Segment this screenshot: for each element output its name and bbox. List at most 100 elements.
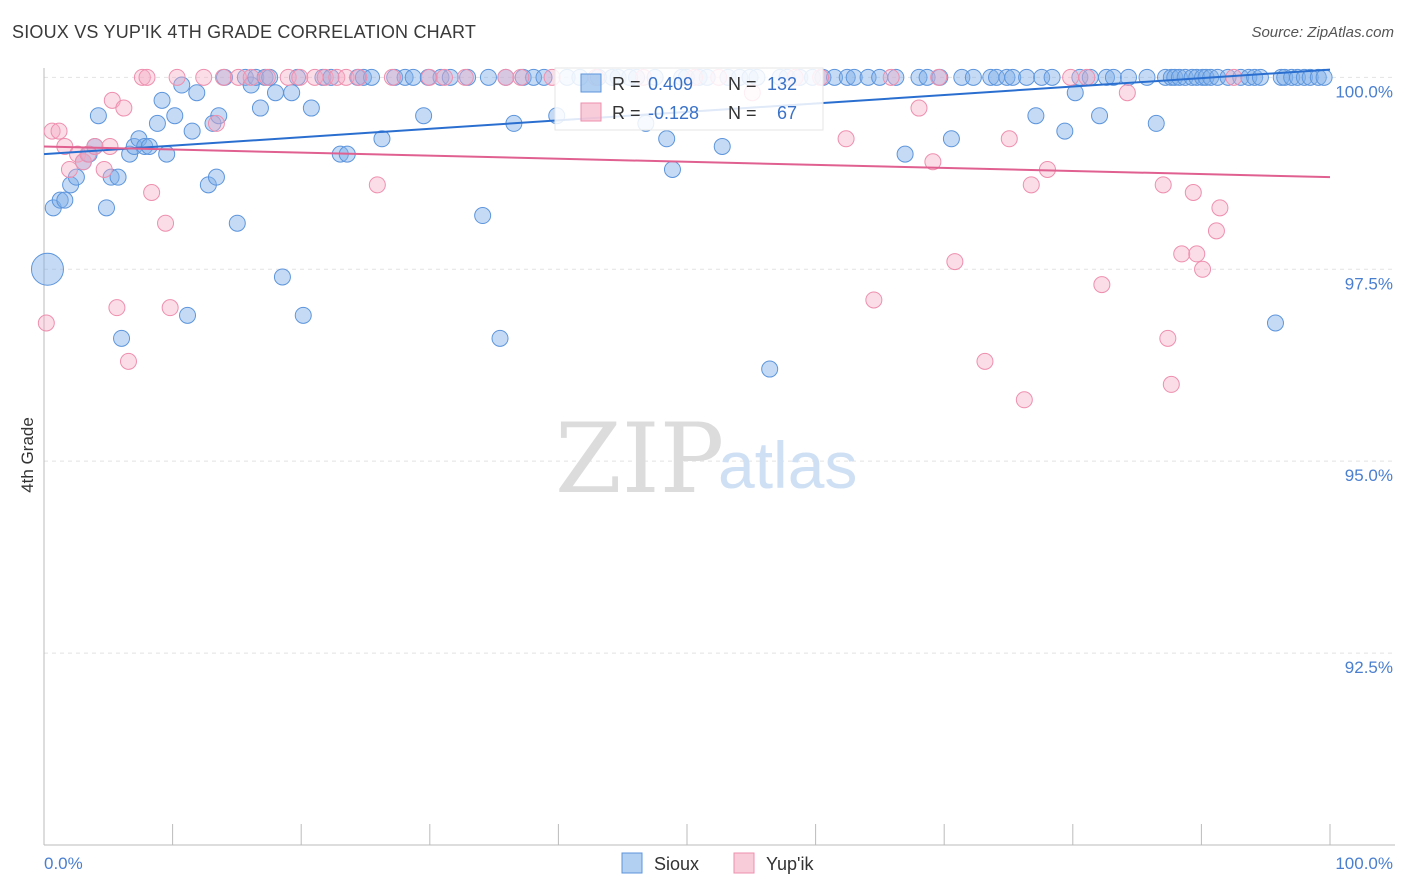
yupik-point xyxy=(133,68,151,86)
yupik-point xyxy=(1022,176,1040,194)
sioux-point xyxy=(166,107,184,125)
sioux-point xyxy=(1147,114,1165,132)
yupik-point xyxy=(1207,222,1225,240)
sioux-point xyxy=(1288,68,1306,86)
yupik-point xyxy=(50,122,68,140)
sioux-point xyxy=(51,191,69,209)
yupik-point xyxy=(837,130,855,148)
x-tick-label: 100.0% xyxy=(1335,854,1393,873)
yupik-point xyxy=(420,68,438,86)
sioux-point xyxy=(479,68,497,86)
yupik-point xyxy=(1194,260,1212,278)
yupik-point xyxy=(328,68,346,86)
sioux-point xyxy=(1176,68,1194,86)
source-credit: Source: ZipAtlas.com xyxy=(1251,24,1394,41)
sioux-point xyxy=(247,68,265,86)
yupik-point xyxy=(350,68,368,86)
yupik-point xyxy=(1211,199,1229,217)
sioux-point xyxy=(1315,68,1333,86)
sioux-point xyxy=(1104,68,1122,86)
sioux-point xyxy=(183,122,201,140)
yupik-point xyxy=(1062,68,1080,86)
yupik-point xyxy=(368,176,386,194)
sioux-point xyxy=(658,130,676,148)
axes: 0.0% 100.0% 4th Grade xyxy=(18,68,1395,873)
yupik-point xyxy=(195,68,213,86)
watermark: ZIP atlas xyxy=(555,403,857,515)
bottom-legend: Sioux Yup'ik xyxy=(621,852,814,874)
yupik-point xyxy=(1078,68,1096,86)
sioux-point xyxy=(273,268,291,286)
sioux-point xyxy=(266,84,284,102)
sioux-point xyxy=(441,68,459,86)
n-value: 67 xyxy=(777,103,797,123)
sioux-point xyxy=(109,168,127,186)
stats-legend: R = 0.409 N = 132 R = -0.128 N = 67 xyxy=(554,67,824,131)
yupik-point xyxy=(214,68,232,86)
sioux-point xyxy=(148,114,166,132)
sioux-point xyxy=(207,168,225,186)
sioux-point xyxy=(294,306,312,324)
yupik-point xyxy=(43,122,61,140)
yupik-point xyxy=(1154,176,1172,194)
gridlines: 100.0% 97.5% 95.0% 92.5% xyxy=(44,76,1395,677)
yupik-point xyxy=(207,114,225,132)
y-tick-label: 92.5% xyxy=(1345,658,1393,677)
yupik-point xyxy=(882,68,900,86)
y-tick-label: 95.0% xyxy=(1345,466,1393,485)
legend-label-yupik: Yup'ik xyxy=(766,854,814,874)
sioux-point xyxy=(188,84,206,102)
yupik-point xyxy=(1159,329,1177,347)
sioux-point xyxy=(56,191,74,209)
sioux-point xyxy=(251,99,269,117)
r-label: R = xyxy=(612,74,641,94)
sioux-point xyxy=(1027,107,1045,125)
sioux-point xyxy=(845,68,863,86)
yupik-point xyxy=(168,68,186,86)
yupik-point xyxy=(1173,245,1191,263)
yupik-point xyxy=(1162,375,1180,393)
yupik-point xyxy=(924,153,942,171)
legend-label-sioux: Sioux xyxy=(654,854,699,874)
sioux-point xyxy=(415,107,433,125)
yupik-point xyxy=(242,68,260,86)
yupik-point xyxy=(115,99,133,117)
sioux-point xyxy=(1295,68,1313,86)
yupik-point xyxy=(291,68,309,86)
y-tick-label: 100.0% xyxy=(1335,82,1393,101)
sioux-point xyxy=(1170,68,1188,86)
r-label: R = xyxy=(612,103,641,123)
sioux-point xyxy=(1091,107,1109,125)
sioux-point xyxy=(1309,68,1327,86)
yupik-point xyxy=(161,299,179,317)
yupik-point xyxy=(1118,84,1136,102)
sioux-point xyxy=(1251,68,1269,86)
yupik-point xyxy=(119,352,137,370)
yupik-point xyxy=(1000,130,1018,148)
sioux-point xyxy=(30,252,64,286)
sioux-point xyxy=(838,68,856,86)
yupik-point xyxy=(229,68,247,86)
sioux-point xyxy=(1246,68,1264,86)
sioux-point xyxy=(491,329,509,347)
yupik-point xyxy=(456,68,474,86)
r-value: 0.409 xyxy=(648,74,693,94)
yupik-point xyxy=(1184,184,1202,201)
y-tick-label: 97.5% xyxy=(1345,274,1393,293)
sioux-point xyxy=(896,145,914,163)
sioux-point xyxy=(228,214,246,232)
sioux-point xyxy=(964,68,982,86)
yupik-point xyxy=(1093,276,1111,294)
sioux-point xyxy=(89,107,107,125)
x-tick-label: 0.0% xyxy=(44,854,83,873)
sioux-point xyxy=(1043,68,1061,86)
watermark-zip: ZIP xyxy=(555,403,724,515)
sioux-point xyxy=(1018,68,1036,86)
watermark-atlas: atlas xyxy=(718,428,857,502)
yupik-point xyxy=(497,68,515,86)
y-axis-title: 4th Grade xyxy=(18,417,37,493)
n-label: N = xyxy=(728,103,757,123)
yupik-point xyxy=(512,68,530,86)
sioux-point xyxy=(998,68,1016,86)
